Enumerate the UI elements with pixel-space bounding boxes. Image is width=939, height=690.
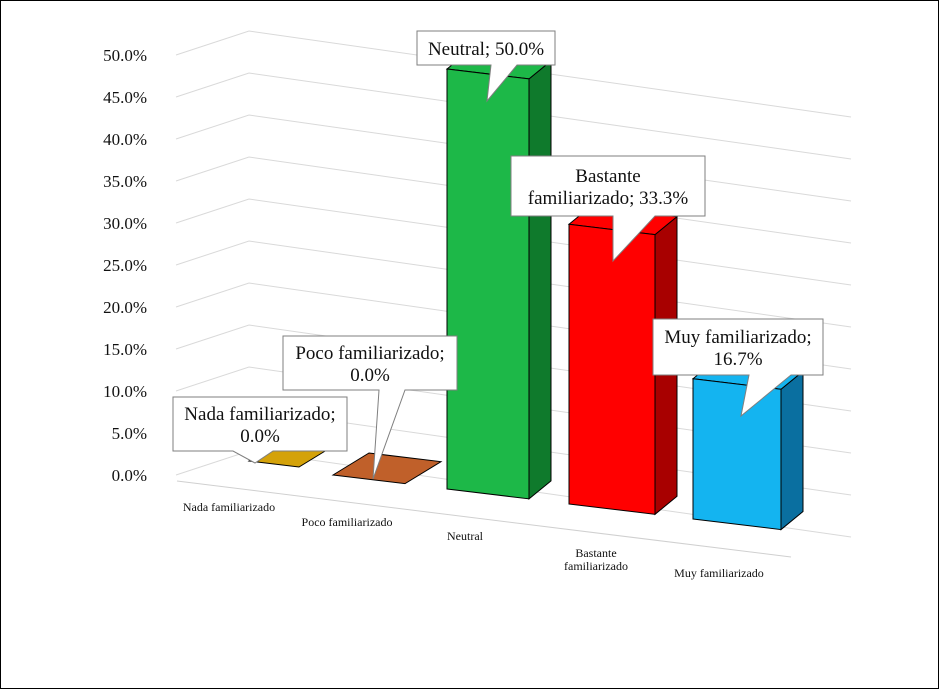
bar-front-face	[446, 68, 530, 500]
category-label: Poco familiarizado	[302, 515, 393, 529]
bar-side-face	[528, 59, 552, 500]
y-tick-label: 25.0%	[103, 256, 147, 275]
y-tick-label: 50.0%	[103, 46, 147, 65]
bar-front-face	[692, 378, 782, 531]
data-label-text: Muy familiarizado; 16.7%	[664, 327, 811, 370]
bar-side-face	[780, 370, 804, 531]
bar-2	[331, 452, 443, 485]
data-label-text: Bastante familiarizado; 33.3%	[528, 166, 689, 209]
data-label-text: Nada familiarizado; 0.0%	[184, 404, 335, 447]
bars	[247, 50, 805, 531]
data-label-2: Poco familiarizado; 0.0%	[282, 335, 458, 480]
y-tick-label: 20.0%	[103, 298, 147, 317]
callout-box	[172, 396, 348, 464]
data-label-5: Muy familiarizado; 16.7%	[652, 318, 824, 418]
y-tick-label: 35.0%	[103, 172, 147, 191]
x-axis-category-labels: Nada familiarizado Poco familiarizado Neut…	[183, 500, 764, 580]
gridline	[175, 72, 852, 160]
data-label-3: Neutral; 50.0%	[416, 30, 556, 103]
category-label: Bastante familiarizado	[564, 546, 628, 573]
callout-box	[282, 335, 458, 480]
y-axis-tick-labels: 0.0% 5.0% 10.0% 15.0% 20.0% 25.0% 30.0% 35.0% 40…	[103, 46, 147, 485]
y-tick-label: 10.0%	[103, 382, 147, 401]
gridline	[175, 30, 852, 118]
callout-box	[416, 30, 556, 103]
chart-floor	[176, 480, 792, 558]
y-tick-label: 0.0%	[112, 466, 147, 485]
bar-top-face	[331, 452, 443, 485]
data-labels: Nada familiarizado; 0.0% Poco familiarizad…	[172, 30, 824, 480]
data-label-4: Bastante familiarizado; 33.3%	[510, 155, 706, 263]
y-tick-label: 40.0%	[103, 130, 147, 149]
data-label-1: Nada familiarizado; 0.0%	[172, 396, 348, 464]
category-label: Muy familiarizado	[674, 566, 764, 580]
category-label: Neutral	[447, 529, 484, 543]
data-label-text: Neutral; 50.0%	[428, 39, 544, 60]
bar-3	[445, 50, 553, 500]
y-tick-label: 5.0%	[112, 424, 147, 443]
callout-box	[652, 318, 824, 418]
y-tick-label: 30.0%	[103, 214, 147, 233]
category-label: Nada familiarizado	[183, 500, 275, 514]
bar-front-face	[568, 223, 656, 515]
y-tick-label: 15.0%	[103, 340, 147, 359]
y-tick-label: 45.0%	[103, 88, 147, 107]
floor-front-edge	[176, 480, 792, 558]
callout-box	[510, 155, 706, 263]
data-label-text: Poco familiarizado; 0.0%	[295, 343, 444, 386]
